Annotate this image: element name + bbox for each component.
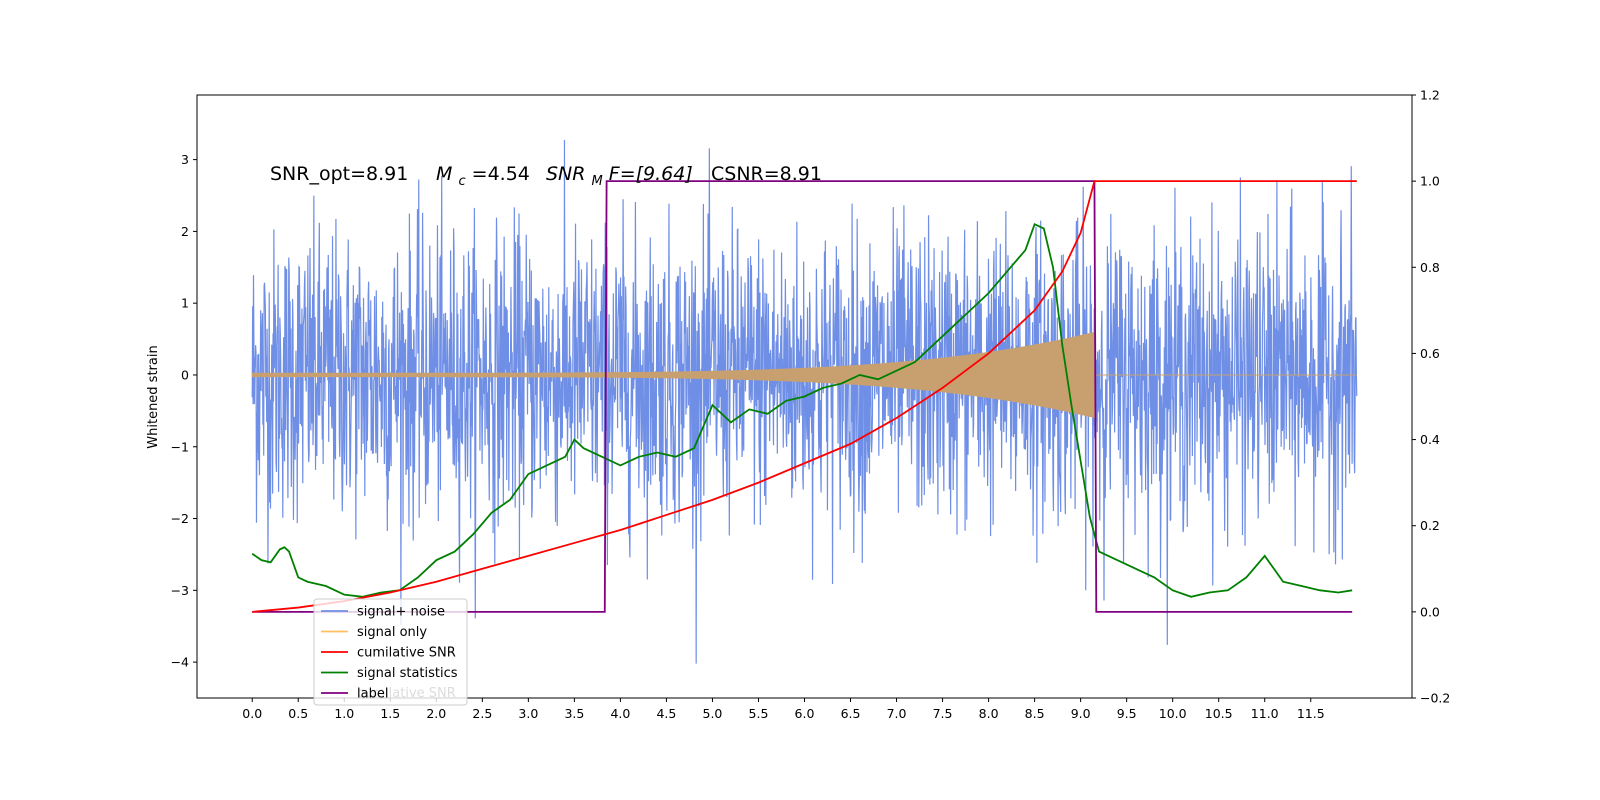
x-tick-label: 10.0	[1159, 706, 1187, 721]
y-right-tick-label: 0.2	[1420, 518, 1440, 533]
y-right-tick-label: 1.2	[1420, 88, 1440, 103]
x-tick-label: 8.5	[1025, 706, 1045, 721]
x-tick-label: 2.5	[472, 706, 492, 721]
x-tick-label: 4.5	[656, 706, 676, 721]
annot-csnr: CSNR=8.91	[711, 163, 822, 185]
x-tick-label: 11.5	[1297, 706, 1325, 721]
y-right-tick-label: 0.0	[1420, 604, 1440, 619]
x-tick-label: 7.0	[887, 706, 907, 721]
annot-snrmf-sub: M	[592, 174, 603, 189]
annot-snr-opt: SNR_opt=8.91	[270, 163, 408, 185]
legend-label: cumilative SNR	[357, 646, 456, 661]
annot-mc-sub: c	[458, 174, 465, 189]
x-tick-label: 1.5	[380, 706, 400, 721]
x-tick-label: 10.5	[1205, 706, 1233, 721]
y-left-tick-label: −1	[171, 439, 189, 454]
series-label	[252, 180, 1353, 613]
x-tick-label: 9.5	[1117, 706, 1137, 721]
annot-mc-value: =4.54	[472, 163, 530, 185]
y-right-tick-label: 0.6	[1420, 346, 1440, 361]
x-tick-label: 0.0	[242, 706, 262, 721]
y-right-tick-label: 0.8	[1420, 260, 1440, 275]
y-right-tick-label: −0.2	[1420, 691, 1450, 706]
series-signal-only	[251, 332, 1357, 418]
legend-hidden-entry: cumilative SNR	[357, 686, 456, 701]
x-tick-label: 7.5	[933, 706, 953, 721]
y-left-tick-label: 2	[181, 224, 189, 239]
x-tick-label: 6.5	[841, 706, 861, 721]
x-tick-label: 0.5	[288, 706, 308, 721]
legend: cumilative SNR signal+ noise signal only c…	[313, 598, 468, 706]
series-cumilative-snr	[252, 180, 1357, 613]
x-tick-label: 4.0	[610, 706, 630, 721]
legend-label: label	[357, 687, 388, 702]
annot-mc-symbol: M	[436, 163, 452, 185]
y-left-tick-label: −3	[171, 583, 189, 598]
x-tick-label: 8.0	[979, 706, 999, 721]
legend-label: signal statistics	[357, 666, 458, 681]
x-axis-ticks: 0.0 0.5 1.0 1.5 2.0 2.5 3.0 3.5 4.0 4.5 5.0 5.5 6.0 6…	[242, 698, 1325, 721]
legend-label: signal+ noise	[357, 605, 445, 620]
snr-annotation: SNR_opt=8.91 M c =4.54 SNR M F=[9.64] CS…	[270, 163, 822, 190]
series-signal-noise	[251, 139, 1358, 664]
annot-snrmf-symbol: SNR	[546, 163, 585, 185]
plot-layer	[251, 139, 1358, 664]
y-left-tick-label: −4	[171, 655, 189, 670]
y-axis-label: Whitened strain	[146, 345, 161, 448]
y-left-tick-label: 0	[181, 367, 189, 382]
y-left-tick-label: 1	[181, 296, 189, 311]
x-tick-label: 11.0	[1251, 706, 1279, 721]
legend-label: signal only	[357, 625, 427, 640]
x-tick-label: 5.0	[703, 706, 723, 721]
y-left-tick-label: −2	[171, 511, 189, 526]
x-tick-label: 1.0	[334, 706, 354, 721]
x-tick-label: 2.0	[426, 706, 446, 721]
y-axis-right-ticks: 1.2 1.0 0.8 0.6 0.4 0.2 0.0 −0.2	[1412, 88, 1450, 706]
annot-snrmf-value: F=[9.64]	[609, 163, 693, 185]
y-right-tick-label: 0.4	[1420, 432, 1440, 447]
y-left-tick-label: 3	[181, 152, 189, 167]
x-tick-label: 3.0	[518, 706, 538, 721]
x-tick-label: 9.0	[1071, 706, 1091, 721]
x-tick-label: 5.5	[749, 706, 769, 721]
legend-box	[313, 598, 468, 706]
x-tick-label: 3.5	[564, 706, 584, 721]
x-tick-label: 6.0	[795, 706, 815, 721]
y-right-tick-label: 1.0	[1420, 174, 1440, 189]
y-axis-left-ticks: 3 2 1 0 −1 −2 −3 −4	[171, 152, 197, 670]
